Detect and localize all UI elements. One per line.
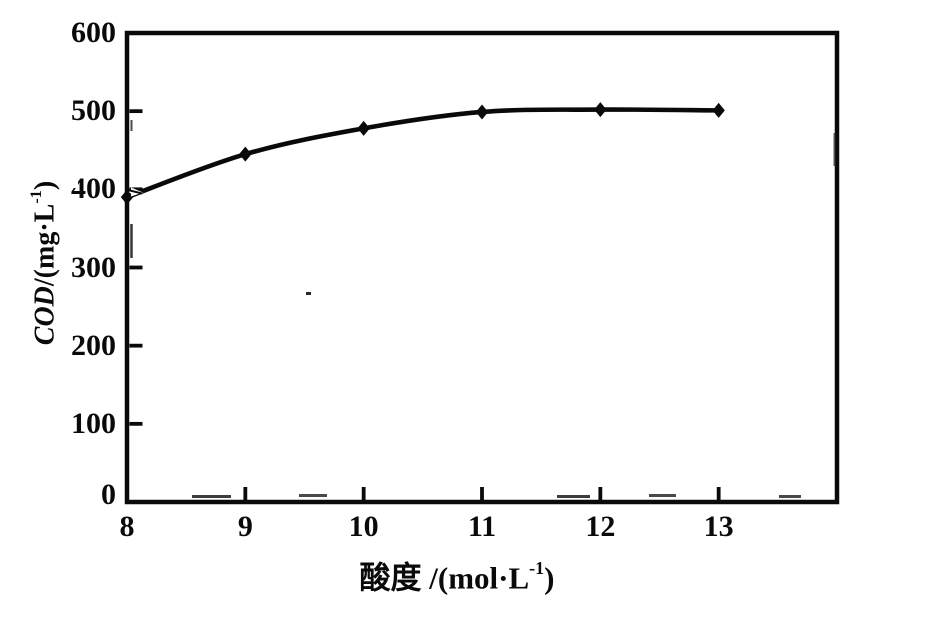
data-point-marker [239, 146, 252, 162]
axis-ticks [129, 109, 721, 500]
x-tick-label: 8 [119, 510, 135, 543]
data-point-marker [594, 102, 607, 118]
data-point-marker [120, 189, 134, 205]
y-tick-label: 200 [71, 328, 116, 362]
cod-curve [124, 107, 721, 200]
x-tick-label: 10 [348, 510, 379, 543]
data-point-marker [712, 102, 725, 118]
x-tick-label: 9 [237, 510, 253, 543]
y-tick-label: 400 [71, 172, 116, 206]
y-tick-label: 600 [71, 16, 116, 49]
x-axis-title-suffix: ) [544, 560, 555, 596]
y-tick-label: 300 [71, 250, 116, 284]
x-tick-label: 11 [467, 510, 497, 543]
x-axis-title-text: 酸度 /(mol·L [359, 560, 530, 596]
x-tick-label: 12 [585, 510, 616, 543]
data-point-marker [357, 120, 370, 136]
scan-speck [306, 292, 311, 295]
y-tick-label: 0 [101, 478, 116, 511]
data-curve-group [120, 102, 725, 205]
data-point-marker [475, 104, 489, 120]
x-axis-title-superscript: -1 [529, 558, 545, 579]
scan-noise [130, 120, 836, 498]
plot-frame [124, 30, 840, 505]
y-tick-label: 100 [71, 406, 116, 440]
x-tick-label: 13 [703, 510, 734, 543]
x-axis-title: 酸度 /(mol·L-1) [322, 551, 592, 596]
y-tick-label: 500 [71, 94, 116, 128]
y-axis-title-superscript: -1 [26, 190, 45, 204]
scan-artifact-notch [125, 187, 143, 197]
